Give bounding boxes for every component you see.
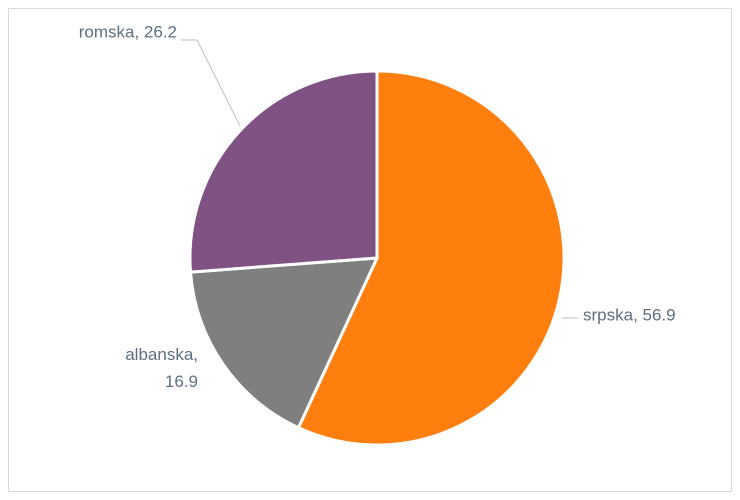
pie-slice — [188, 69, 379, 274]
labels: srpska, 56.9 albanska, 16.9 romska, 26.2 — [79, 22, 676, 391]
pie-slice — [296, 69, 566, 447]
data-label-line: 16.9 — [165, 372, 198, 391]
data-label: albanska, 16.9 — [125, 345, 198, 391]
slices — [188, 69, 566, 447]
leader-line — [181, 39, 241, 127]
data-label: srpska, 56.9 — [583, 305, 676, 324]
data-label: romska, 26.2 — [79, 22, 177, 41]
data-label-line: albanska, — [125, 345, 198, 364]
pie-slice — [189, 256, 379, 430]
